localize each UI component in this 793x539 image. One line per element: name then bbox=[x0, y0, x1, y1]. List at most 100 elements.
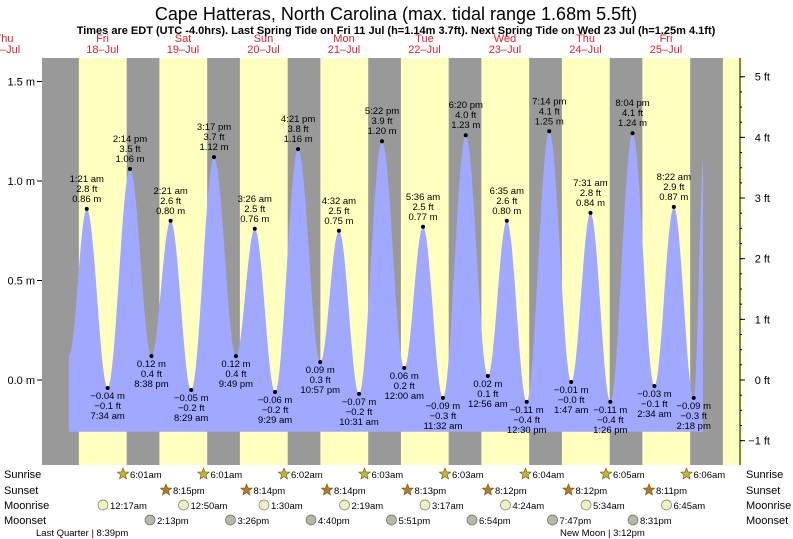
high-tide-label: 2.6 ft bbox=[160, 196, 181, 207]
high-tide-label: 1.06 m bbox=[115, 154, 144, 165]
high-tide-label: 0.76 m bbox=[240, 214, 269, 225]
tide-point bbox=[569, 379, 574, 384]
moonrise-time: 1:30am bbox=[271, 501, 303, 512]
high-tide-label: 3:17 pm bbox=[197, 122, 231, 133]
low-tide-label: −0.1 ft bbox=[641, 399, 668, 410]
moonrise-row-label-left: Moonrise bbox=[4, 500, 49, 512]
low-tide-label: −0.11 m bbox=[593, 405, 627, 416]
tide-point bbox=[212, 155, 217, 160]
high-tide-label: 3.8 ft bbox=[288, 124, 309, 135]
tide-point bbox=[691, 395, 696, 400]
day-label-date: 23–Jul bbox=[489, 44, 521, 56]
tide-point bbox=[357, 391, 362, 396]
tide-point bbox=[608, 399, 613, 404]
low-tide-label: 0.02 m bbox=[473, 379, 502, 390]
low-tide-label: 10:57 pm bbox=[300, 385, 340, 396]
sunset-time: 8:15pm bbox=[173, 486, 205, 497]
high-tide-label: 1.16 m bbox=[284, 134, 313, 145]
day-label-dow: Tue bbox=[415, 33, 434, 45]
low-tide-label: −0.2 ft bbox=[178, 403, 205, 414]
high-tide-label: 7:31 am bbox=[573, 178, 607, 189]
right-tick-label: 2 ft bbox=[755, 254, 770, 266]
moonrise-time: 6:45am bbox=[674, 501, 706, 512]
day-label-date: 19–Jul bbox=[167, 44, 199, 56]
low-tide-label: 8:38 pm bbox=[134, 379, 168, 390]
sunset-time: 8:14pm bbox=[334, 486, 366, 497]
sunrise-icon bbox=[116, 467, 130, 480]
moonrise-time: 4:24am bbox=[513, 501, 545, 512]
high-tide-label: 6:35 am bbox=[490, 186, 524, 197]
sunset-icon bbox=[320, 483, 334, 496]
moonset-time: 5:51pm bbox=[399, 516, 431, 527]
low-tide-label: −0.03 m bbox=[637, 389, 672, 400]
moonrise-icon bbox=[258, 499, 270, 511]
sunset-icon bbox=[481, 483, 495, 496]
sunset-icon bbox=[401, 483, 414, 496]
high-tide-label: 0.86 m bbox=[72, 194, 101, 205]
high-tide-label: 2.9 ft bbox=[663, 182, 684, 193]
high-tide-label: 1.20 m bbox=[367, 126, 396, 137]
low-tide-label: 1:47 am bbox=[554, 405, 588, 416]
high-tide-label: 4:32 am bbox=[322, 196, 356, 207]
high-tide-label: 8:04 pm bbox=[615, 98, 649, 109]
high-tide-label: 2.8 ft bbox=[76, 184, 97, 195]
sunset-icon bbox=[159, 483, 173, 496]
low-tide-label: 0.2 ft bbox=[394, 381, 415, 392]
moonset-icon bbox=[466, 514, 478, 526]
low-tide-label: 7:34 am bbox=[90, 411, 124, 422]
sunrise-time: 6:03am bbox=[372, 470, 404, 481]
moonset-icon bbox=[627, 514, 639, 526]
day-label-date: 22–Jul bbox=[408, 44, 440, 56]
chart-subtitle: Times are EDT (UTC -4.0hrs). Last Spring… bbox=[77, 25, 716, 37]
moonset-time: 3:26pm bbox=[238, 516, 270, 527]
high-tide-label: 2:21 am bbox=[153, 186, 187, 197]
day-label-dow: Sat bbox=[175, 33, 192, 45]
tide-point bbox=[233, 354, 238, 359]
sunrise-icon bbox=[680, 467, 693, 480]
sunset-row-label-right: Sunset bbox=[746, 485, 780, 497]
sunrise-row-label-right: Sunrise bbox=[746, 469, 783, 481]
tide-point bbox=[252, 226, 257, 231]
low-tide-label: 0.3 ft bbox=[310, 375, 331, 386]
sunrise-icon bbox=[599, 467, 613, 480]
sunrise-time: 6:06am bbox=[694, 470, 726, 481]
moonset-icon bbox=[144, 514, 156, 526]
high-tide-label: 2.8 ft bbox=[580, 188, 601, 199]
high-tide-label: 3.7 ft bbox=[203, 132, 224, 143]
low-tide-label: 0.4 ft bbox=[141, 369, 162, 380]
tide-point bbox=[630, 131, 635, 136]
sunrise-icon bbox=[197, 467, 210, 480]
high-tide-label: 3.9 ft bbox=[371, 116, 392, 127]
high-tide-label: 2.5 ft bbox=[412, 202, 433, 213]
low-tide-label: 2:18 pm bbox=[677, 421, 711, 432]
low-tide-label: 12:56 am bbox=[468, 399, 508, 410]
day-label-date: 24–Jul bbox=[569, 44, 601, 56]
moonset-time: 7:47pm bbox=[560, 516, 592, 527]
tide-points: 1:21 am2.8 ft0.86 m−0.04 m−0.1 ft7:34 am… bbox=[70, 96, 711, 436]
high-tide-label: 0.77 m bbox=[409, 212, 438, 223]
high-tide-label: 1:21 am bbox=[70, 174, 104, 185]
tide-point bbox=[380, 139, 385, 144]
tide-point bbox=[296, 147, 301, 152]
low-tide-label: −0.2 ft bbox=[262, 405, 289, 416]
day-label-dow: Wed bbox=[494, 33, 516, 45]
high-tide-label: 4.0 ft bbox=[455, 110, 476, 121]
high-tide-label: 0.84 m bbox=[576, 198, 605, 209]
y-axes: 1.5 m 1.0 m 0.5 m 0.0 m 5 ft 4 ft 3 ft 2 ft 1 ft… bbox=[7, 58, 770, 465]
low-tide-label: −0.01 m bbox=[554, 385, 589, 396]
low-tide-label: 0.1 ft bbox=[477, 389, 498, 400]
day-label-date: 21–Jul bbox=[328, 44, 360, 56]
sunrise-time: 6:05am bbox=[613, 470, 645, 481]
high-tide-label: 4.1 ft bbox=[622, 108, 643, 119]
high-tide-label: 0.87 m bbox=[659, 192, 688, 203]
right-tick-label: 1 ft bbox=[755, 314, 770, 326]
low-tide-label: 1:26 pm bbox=[593, 425, 627, 436]
moonset-icon bbox=[547, 514, 558, 526]
day-label-dow: Thu bbox=[0, 33, 13, 45]
day-label-dow: Fri bbox=[660, 33, 673, 45]
right-tick-label: 0 ft bbox=[755, 375, 770, 387]
day-label-dow: Sun bbox=[254, 33, 274, 45]
low-tide-label: −0.09 m bbox=[676, 401, 711, 412]
day-label-date: 17–Jul bbox=[0, 44, 20, 56]
sunrise-icon bbox=[277, 467, 291, 480]
